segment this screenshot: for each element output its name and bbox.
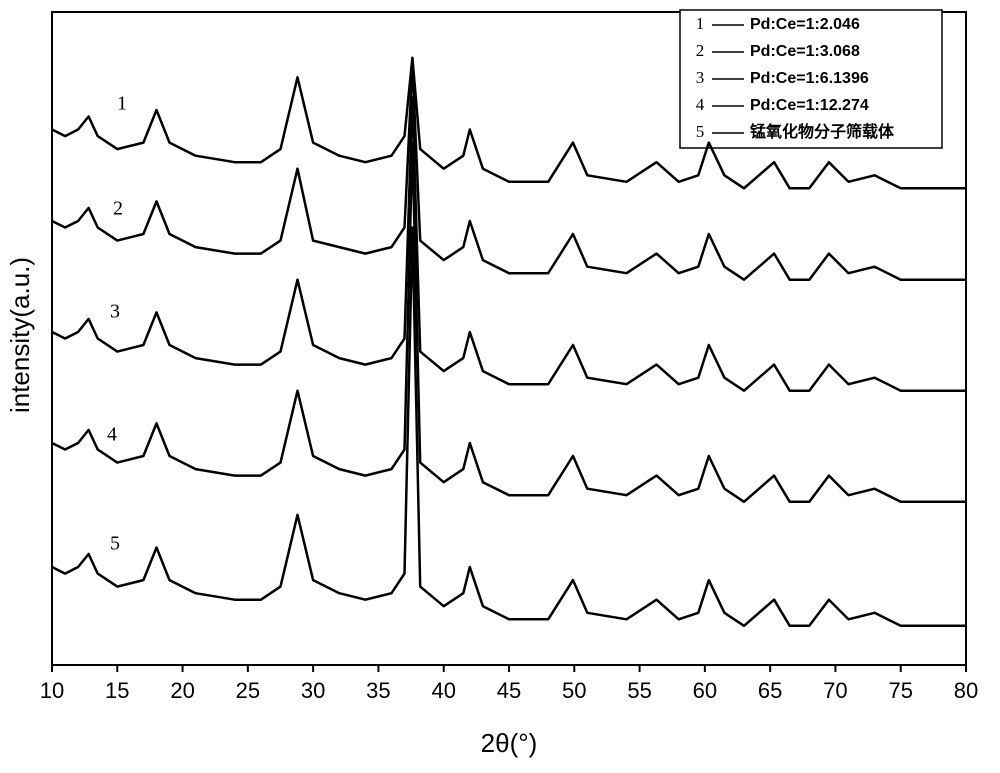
- curve-label: 2: [113, 198, 123, 220]
- x-tick-label: 50: [562, 678, 586, 703]
- x-tick-label: 40: [431, 678, 455, 703]
- series-line: [51, 62, 966, 281]
- x-tick-label: 80: [954, 678, 978, 703]
- x-tick-label: 60: [693, 678, 717, 703]
- legend-label: Pd:Ce=1:6.1396: [750, 70, 869, 87]
- x-tick-label: 65: [758, 678, 782, 703]
- x-tick-label: 75: [888, 678, 912, 703]
- series-line: [51, 141, 966, 504]
- series-line: [51, 95, 966, 392]
- x-tick-label: 30: [301, 678, 325, 703]
- x-tick-label: 70: [823, 678, 847, 703]
- x-tick-label: 15: [105, 678, 129, 703]
- curve-label: 5: [110, 533, 120, 555]
- series-line: [51, 56, 966, 190]
- x-tick-label: 45: [497, 678, 521, 703]
- legend-number: 4: [696, 95, 705, 114]
- legend-number: 5: [696, 122, 705, 141]
- x-tick-label: 35: [366, 678, 390, 703]
- legend-label: Pd:Ce=1:2.046: [750, 16, 860, 33]
- legend-label: Pd:Ce=1:3.068: [750, 43, 860, 60]
- x-axis-label: 2θ(°): [481, 728, 538, 758]
- curve-label: 1: [117, 93, 127, 115]
- x-tick-label: 55: [627, 678, 651, 703]
- curve-label: 4: [107, 424, 117, 446]
- legend-number: 2: [696, 41, 705, 60]
- y-axis-label: intensity(a.u.): [5, 257, 35, 413]
- x-tick-label: 25: [236, 678, 260, 703]
- legend-label: 锰氧化物分子筛载体: [750, 122, 895, 141]
- series-line: [51, 226, 966, 628]
- curve-label: 3: [110, 301, 120, 323]
- x-tick-label: 10: [40, 678, 64, 703]
- legend-number: 1: [696, 14, 705, 33]
- x-tick-label: 20: [170, 678, 194, 703]
- legend-number: 3: [696, 68, 705, 87]
- legend-label: Pd:Ce=1:12.274: [750, 97, 869, 114]
